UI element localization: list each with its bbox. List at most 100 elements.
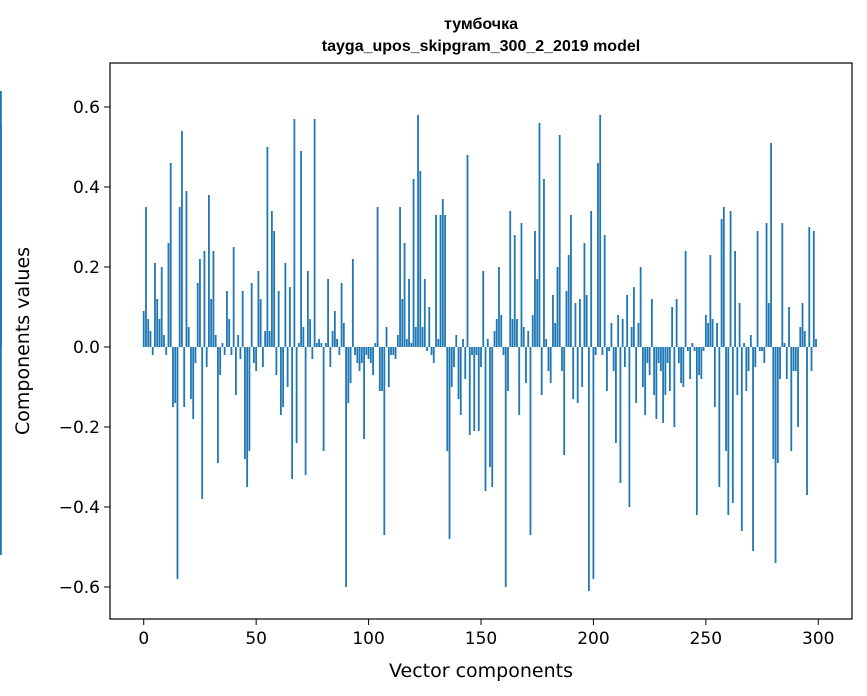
bar bbox=[151, 347, 154, 355]
bar bbox=[772, 347, 775, 459]
bar bbox=[525, 347, 527, 383]
bar bbox=[659, 347, 662, 371]
bar bbox=[657, 347, 660, 363]
bar bbox=[372, 347, 374, 375]
x-tick-label: 100 bbox=[352, 629, 384, 649]
bar bbox=[212, 251, 215, 347]
bar bbox=[716, 323, 718, 347]
bar bbox=[682, 347, 685, 387]
bar bbox=[203, 251, 206, 347]
bar bbox=[482, 271, 485, 347]
bar bbox=[650, 299, 653, 347]
bar bbox=[232, 247, 235, 347]
bar bbox=[324, 343, 327, 347]
bar bbox=[241, 291, 244, 347]
bar bbox=[808, 227, 811, 347]
bar bbox=[558, 135, 561, 347]
bar bbox=[196, 283, 199, 347]
bar bbox=[360, 347, 363, 363]
bar bbox=[464, 347, 467, 379]
bar bbox=[774, 347, 777, 563]
bar bbox=[752, 347, 754, 551]
bar bbox=[761, 347, 763, 351]
bar bbox=[439, 215, 442, 347]
bar bbox=[0, 91, 2, 347]
bar bbox=[810, 347, 813, 371]
bar bbox=[385, 327, 388, 347]
bar bbox=[581, 347, 584, 387]
bar bbox=[383, 347, 386, 535]
bar bbox=[235, 347, 237, 395]
y-tick-label: 0.4 bbox=[73, 178, 100, 198]
bar bbox=[495, 319, 498, 347]
bar bbox=[628, 347, 631, 507]
bar bbox=[295, 347, 298, 443]
bar bbox=[799, 327, 802, 347]
bar bbox=[354, 347, 356, 355]
bar bbox=[788, 307, 790, 347]
bar bbox=[713, 347, 716, 407]
bar bbox=[639, 267, 642, 347]
bar bbox=[394, 347, 397, 359]
bar bbox=[329, 347, 332, 367]
bar bbox=[556, 267, 559, 347]
bar bbox=[617, 315, 620, 347]
bar bbox=[689, 347, 692, 379]
bar bbox=[428, 307, 431, 347]
bar bbox=[205, 347, 208, 367]
bar bbox=[181, 131, 183, 347]
bar bbox=[543, 179, 545, 347]
bar bbox=[749, 335, 752, 347]
bar bbox=[244, 347, 246, 459]
bar bbox=[268, 331, 271, 347]
x-axis: 0 50 100 150 200 250 300 bbox=[138, 619, 834, 649]
bar bbox=[648, 347, 651, 375]
bar bbox=[390, 347, 392, 355]
bar bbox=[603, 235, 606, 347]
bar bbox=[297, 343, 300, 347]
bar bbox=[423, 279, 426, 347]
bar bbox=[147, 319, 150, 347]
bar bbox=[637, 323, 640, 347]
bar bbox=[318, 339, 321, 347]
bar bbox=[511, 319, 514, 347]
bar bbox=[246, 347, 249, 487]
bar bbox=[563, 347, 566, 455]
bar bbox=[736, 347, 739, 395]
bar bbox=[592, 347, 595, 579]
bar bbox=[686, 347, 689, 351]
bar bbox=[702, 347, 705, 351]
chart-subtitle: tayga_upos_skipgram_300_2_2019 model bbox=[322, 38, 640, 55]
bar bbox=[743, 343, 745, 347]
bar bbox=[561, 347, 563, 371]
bar bbox=[579, 299, 581, 347]
bar bbox=[677, 347, 680, 363]
bar bbox=[190, 347, 192, 399]
bar bbox=[376, 207, 379, 347]
bar bbox=[417, 115, 419, 347]
bar bbox=[358, 347, 361, 371]
bar bbox=[187, 327, 190, 347]
bar bbox=[167, 243, 170, 347]
bar bbox=[172, 347, 174, 407]
bar bbox=[149, 331, 152, 347]
bar bbox=[722, 207, 725, 347]
bar bbox=[500, 315, 503, 347]
bar bbox=[502, 347, 505, 355]
bar bbox=[259, 299, 262, 347]
bar bbox=[513, 235, 516, 347]
bar bbox=[594, 347, 597, 355]
bar bbox=[531, 315, 534, 347]
bar bbox=[239, 347, 242, 359]
bar bbox=[275, 347, 278, 375]
bar bbox=[158, 319, 161, 347]
bar bbox=[507, 347, 509, 391]
bar bbox=[342, 323, 345, 347]
bar bbox=[279, 347, 282, 415]
bar bbox=[671, 307, 674, 347]
bar bbox=[327, 279, 329, 347]
y-axis: −0.6 −0.4 −0.2 0.0 0.2 0.4 0.6 bbox=[59, 98, 110, 598]
bar bbox=[747, 347, 750, 371]
bar bbox=[176, 347, 179, 579]
bar bbox=[457, 347, 460, 399]
